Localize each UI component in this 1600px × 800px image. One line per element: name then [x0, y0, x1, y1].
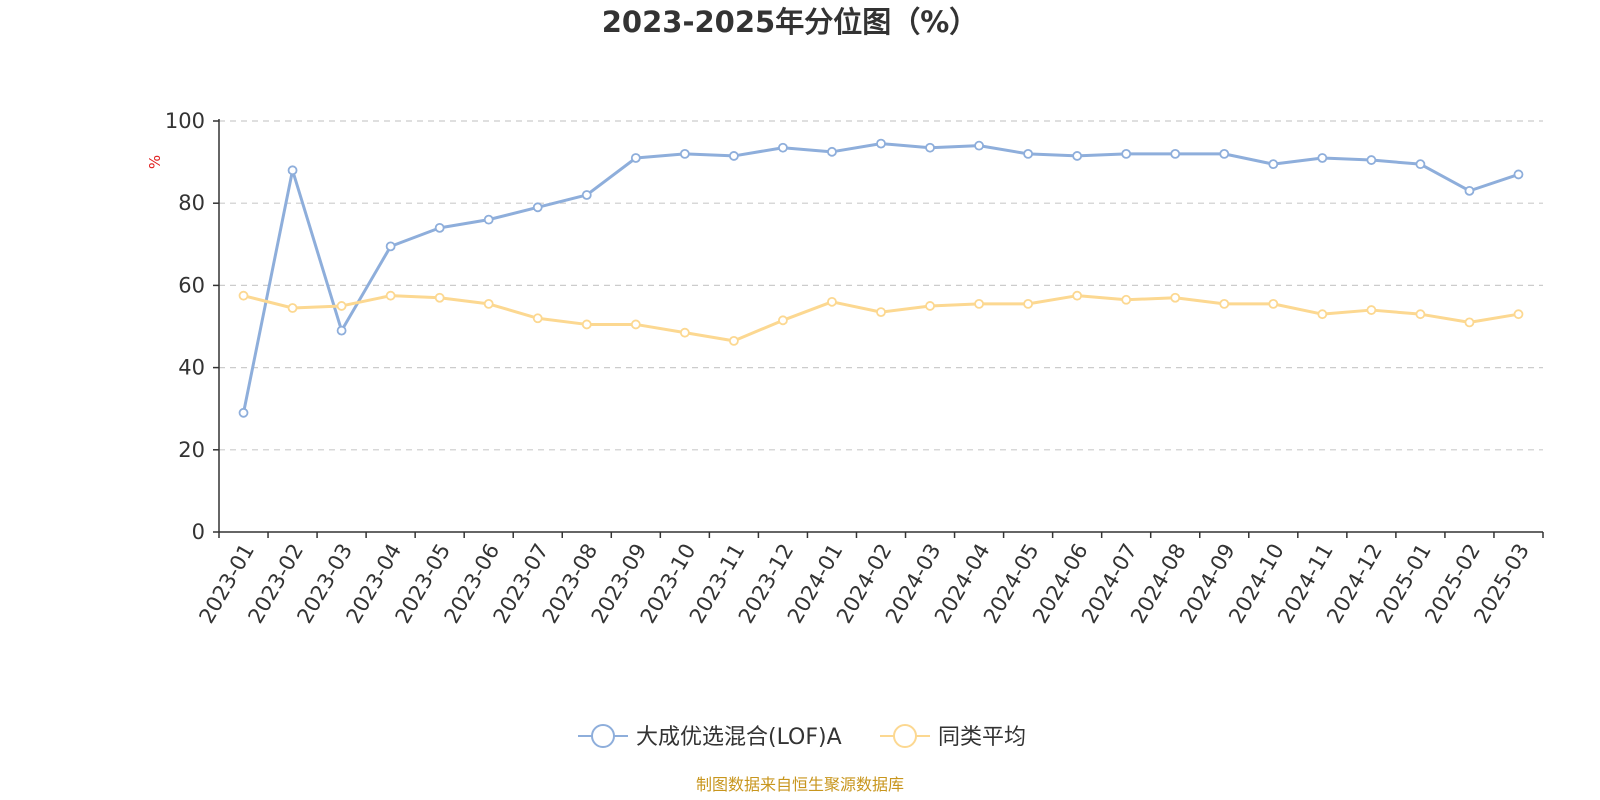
data-point[interactable] — [778, 315, 788, 326]
y-axis-unit: % — [146, 155, 164, 169]
grid-lines — [219, 120, 1543, 451]
y-tick-labels: 0 20 40 60 80 100 — [165, 109, 205, 544]
legend-marker — [893, 724, 917, 748]
data-point[interactable] — [778, 142, 788, 153]
y-tick-label: 20 — [178, 438, 205, 462]
legend-marker — [591, 724, 615, 748]
legend-label: 大成优选混合(LOF)A — [636, 725, 842, 750]
data-point[interactable] — [630, 153, 641, 163]
series-line — [243, 294, 1519, 343]
data-point[interactable] — [1415, 159, 1426, 170]
data-point[interactable] — [974, 298, 984, 309]
data-point[interactable] — [1121, 294, 1132, 305]
data-point[interactable] — [876, 138, 886, 149]
data-point[interactable] — [925, 301, 935, 311]
data-point[interactable] — [1464, 185, 1475, 196]
data-point[interactable] — [581, 190, 592, 200]
y-tick-label: 100 — [165, 109, 205, 133]
data-point[interactable] — [1023, 298, 1034, 309]
data-point[interactable] — [483, 298, 494, 309]
data-point[interactable] — [434, 292, 445, 303]
data-point[interactable] — [287, 303, 298, 313]
data-point[interactable] — [238, 407, 249, 418]
data-point[interactable] — [532, 202, 543, 213]
data-point[interactable] — [434, 222, 445, 233]
data-point[interactable] — [827, 296, 837, 307]
x-tick-labels: 2023-012023-022023-032023-042023-052023-… — [194, 540, 1534, 628]
data-point[interactable] — [483, 214, 494, 225]
data-point[interactable] — [1513, 309, 1524, 320]
series-lines — [238, 138, 1524, 418]
data-point[interactable] — [1219, 148, 1230, 159]
data-point[interactable] — [1121, 148, 1132, 159]
legend-label: 同类平均 — [938, 725, 1026, 750]
data-point[interactable] — [679, 148, 690, 159]
legend[interactable]: 大成优选混合(LOF)A 同类平均 — [578, 724, 1026, 750]
series-0 — [238, 138, 1524, 418]
data-point[interactable] — [728, 335, 739, 346]
data-point[interactable] — [1415, 309, 1426, 320]
data-point[interactable] — [581, 319, 592, 330]
data-point[interactable] — [728, 151, 739, 161]
data-point[interactable] — [679, 327, 690, 338]
y-tick-label: 0 — [192, 520, 205, 544]
data-point[interactable] — [1023, 148, 1034, 159]
data-point[interactable] — [827, 146, 837, 157]
data-point[interactable] — [1513, 169, 1524, 180]
axes — [213, 119, 1544, 538]
data-point[interactable] — [385, 290, 396, 301]
data-point[interactable] — [1170, 292, 1181, 303]
data-point[interactable] — [336, 325, 347, 336]
data-point[interactable] — [1317, 309, 1328, 320]
data-point[interactable] — [1366, 155, 1377, 165]
data-point[interactable] — [385, 241, 396, 252]
data-point[interactable] — [1170, 148, 1181, 159]
data-point[interactable] — [1072, 290, 1083, 301]
data-point[interactable] — [1268, 159, 1279, 170]
data-point[interactable] — [974, 140, 984, 151]
series-line — [242, 142, 1519, 414]
data-point[interactable] — [532, 313, 543, 324]
data-point[interactable] — [1219, 298, 1230, 309]
data-point[interactable] — [1464, 317, 1475, 328]
data-point[interactable] — [336, 301, 347, 311]
chart-title: 2023-2025年分位图（%） — [602, 5, 979, 39]
data-source-note: 制图数据来自恒生聚源数据库 — [696, 775, 904, 794]
data-point[interactable] — [1366, 305, 1377, 315]
legend-item-0[interactable]: 大成优选混合(LOF)A — [578, 724, 842, 750]
series-1 — [238, 290, 1524, 346]
legend-item-1[interactable]: 同类平均 — [880, 724, 1026, 750]
data-point[interactable] — [1268, 298, 1279, 309]
data-point[interactable] — [630, 319, 641, 330]
data-point[interactable] — [876, 307, 886, 318]
data-point[interactable] — [287, 165, 298, 176]
data-point[interactable] — [925, 142, 935, 153]
y-tick-label: 80 — [178, 191, 205, 215]
data-point[interactable] — [238, 290, 249, 301]
y-tick-label: 40 — [178, 356, 205, 380]
y-tick-label: 60 — [178, 273, 205, 297]
data-point[interactable] — [1317, 153, 1328, 163]
data-point[interactable] — [1072, 151, 1083, 161]
